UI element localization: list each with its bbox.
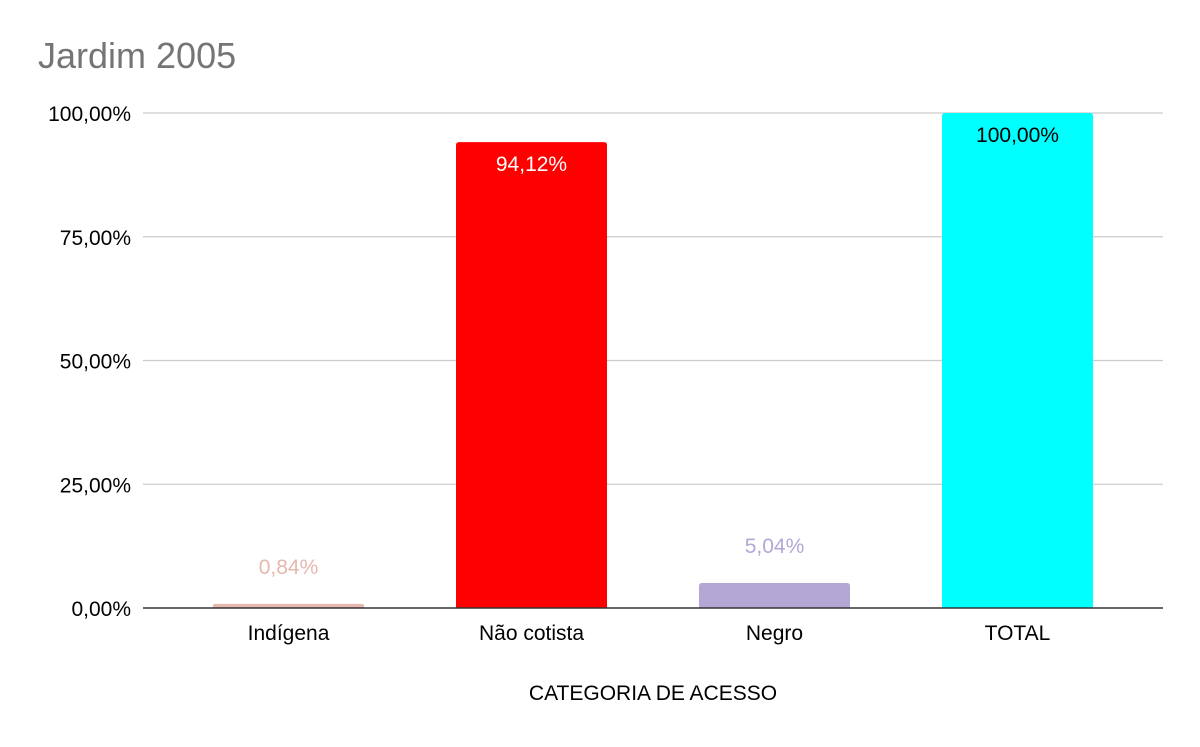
x-tick-label: Não cotista: [479, 622, 584, 645]
bars: [213, 113, 1093, 608]
y-tick-label: 0,00%: [71, 598, 131, 621]
x-tick-label: Negro: [746, 622, 803, 645]
data-label: 94,12%: [496, 153, 567, 176]
x-tick-label: Indígena: [248, 622, 330, 645]
bar-3: [699, 583, 850, 608]
bar-1: [213, 603, 364, 608]
y-tick-label: 25,00%: [60, 474, 131, 497]
x-axis-title: CATEGORIA DE ACESSO: [529, 682, 777, 705]
y-axis-tick-labels: 0,00% 25,00% 50,00% 75,00% 100,00%: [48, 103, 131, 621]
data-label: 5,04%: [745, 535, 805, 558]
bar-2: [456, 142, 607, 608]
x-tick-label: TOTAL: [985, 622, 1051, 645]
bar-4: [942, 113, 1093, 608]
data-label: 100,00%: [976, 124, 1059, 147]
x-axis-tick-labels: Indígena Não cotista Negro TOTAL: [248, 622, 1051, 645]
chart-title: Jardim 2005: [38, 35, 236, 76]
y-tick-label: 50,00%: [60, 351, 131, 374]
data-labels: 0,84% 94,12% 5,04% 100,00%: [259, 124, 1059, 579]
data-label: 0,84%: [259, 556, 319, 579]
y-tick-label: 75,00%: [60, 227, 131, 250]
y-tick-label: 100,00%: [48, 103, 131, 126]
